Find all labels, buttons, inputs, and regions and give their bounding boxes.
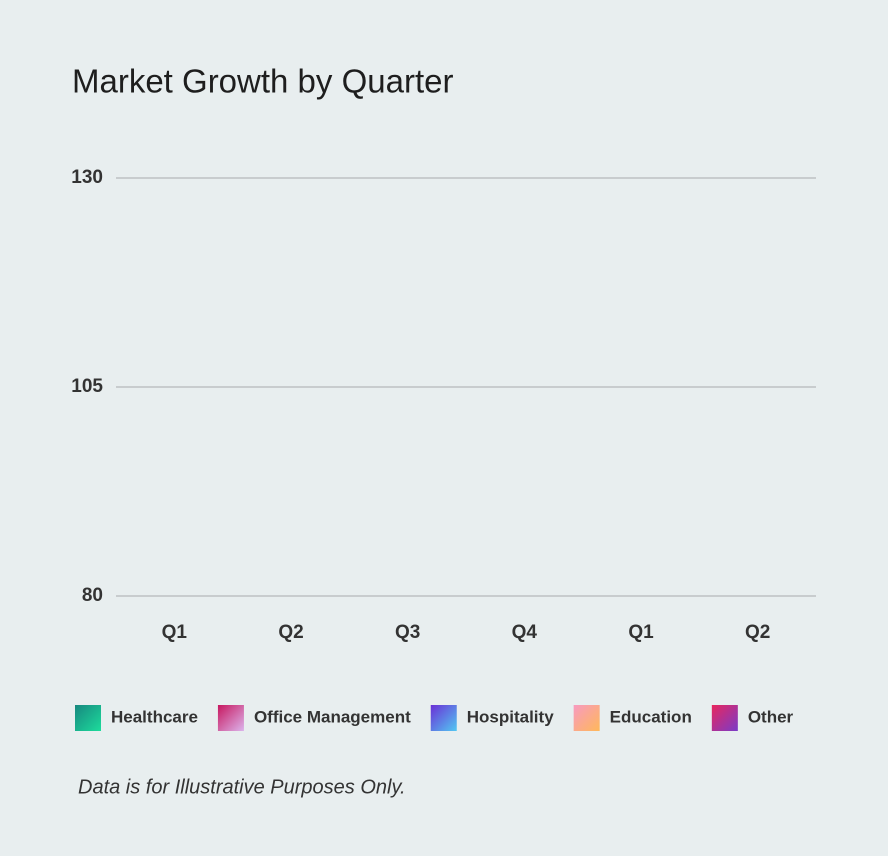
x-tick-label: Q4 xyxy=(512,622,538,643)
legend-swatch xyxy=(573,705,600,731)
legend-swatch xyxy=(217,705,244,731)
legend-label: Education xyxy=(610,707,692,726)
legend-swatch xyxy=(430,705,457,731)
legend-swatch xyxy=(75,705,101,731)
x-tick-label: Q3 xyxy=(395,622,420,643)
y-tick-label: 80 xyxy=(82,585,103,606)
x-tick-label: Q2 xyxy=(278,622,303,643)
y-tick-label: 130 xyxy=(71,167,103,188)
legend-label: Hospitality xyxy=(467,707,554,726)
legend-label: Healthcare xyxy=(111,707,198,726)
chart-title: Market Growth by Quarter xyxy=(72,63,453,100)
legend-swatch xyxy=(711,705,738,731)
legend-label: Office Management xyxy=(254,707,411,726)
legend-label: Other xyxy=(748,707,794,726)
x-tick-label: Q1 xyxy=(628,622,654,643)
x-tick-label: Q2 xyxy=(745,622,770,643)
y-tick-label: 105 xyxy=(71,376,103,397)
x-tick-label: Q1 xyxy=(162,622,188,643)
footnote: Data is for Illustrative Purposes Only. xyxy=(78,776,406,798)
